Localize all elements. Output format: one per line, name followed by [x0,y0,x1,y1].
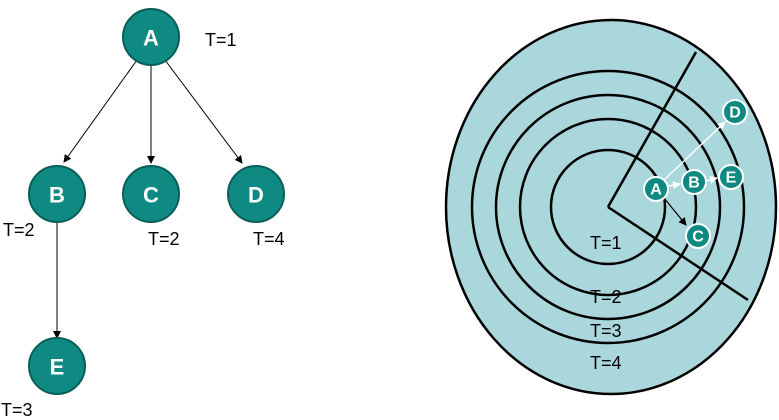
tree-node-a: A [122,8,180,66]
ring-node-b: B [681,169,707,195]
outer-disc [444,18,778,396]
ring-label-t4: T=4 [590,353,622,373]
tree-node-a-label: A [143,26,159,51]
tree-time-b: T=2 [3,220,35,240]
ring-label-t2: T=2 [590,287,622,307]
ring-label-t3: T=3 [590,321,622,341]
ring-t4 [470,69,746,345]
tree-node-d: D [227,165,285,223]
ring-edge-b-e [705,175,718,184]
tree-time-d: T=4 [253,229,285,249]
tree-node-b-label: B [49,183,65,208]
tree-node-e-label: E [50,355,65,380]
ring-t1 [549,148,667,266]
ring-label-t1: T=1 [590,233,622,253]
tree-node-c-label: C [143,183,159,208]
tree-node-e: E [28,337,86,395]
ring-node-c: C [685,223,711,249]
ring-node-a-label: A [650,182,662,199]
ring-node-d: D [722,99,748,125]
sector-line-upper [606,51,698,208]
ring-node-c-label: C [692,229,704,246]
tree-time-e: T=3 [1,400,33,420]
sector-line-lower [607,205,749,302]
tree-edge-a-b [63,59,138,163]
ring-node-d-label: D [729,105,741,122]
ring-node-b-label: B [688,175,700,192]
ring-edge-a-d [663,121,726,181]
tree-node-d-label: D [248,183,264,208]
ring-t3 [494,93,722,321]
tree-node-c: C [122,165,180,223]
tree-edge-a-d [164,59,243,164]
tree-node-b: B [28,165,86,223]
ring-t2 [518,117,698,297]
ring-edge-a-c [663,197,687,226]
ring-node-e: E [718,164,744,190]
tree-time-a: T=1 [205,30,237,50]
tree-time-c: T=2 [148,229,180,249]
tree-diagram: A B C D E T=1 T=2 T=2 T=4 T=3 [1,8,285,420]
ring-node-a: A [643,176,669,202]
ring-edge-a-b [667,181,681,190]
ring-node-e-label: E [726,170,737,187]
ring-diagram: T=1 T=2 T=3 T=4 A B C D E [444,18,778,396]
